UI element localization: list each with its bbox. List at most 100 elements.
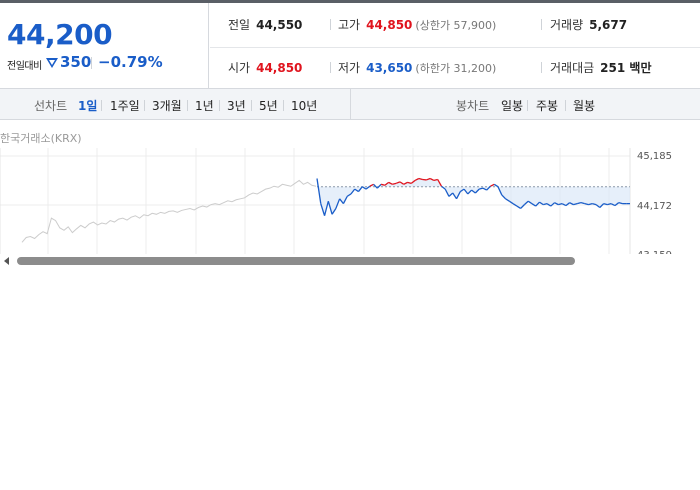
tab-candle-daily[interactable]: 일봉: [501, 99, 524, 113]
today-series-segment: [527, 200, 533, 205]
today-series-segment: [373, 183, 378, 189]
today-series-segment: [505, 198, 510, 202]
today-series-segment: [614, 202, 620, 207]
today-series-segment: [414, 177, 420, 182]
today-series-segment: [388, 181, 393, 185]
today-series-segment: [588, 203, 593, 206]
today-series-segment: [467, 189, 473, 195]
today-series-segment: [429, 177, 435, 182]
tab-period-1w[interactable]: 1주일: [110, 99, 140, 113]
today-series-segment: [335, 198, 341, 209]
tab-divider: [219, 100, 220, 111]
today-series-segment: [565, 202, 571, 207]
today-series-segment: [369, 183, 374, 187]
today-series-segment: [497, 186, 503, 196]
scroll-left-arrow-icon[interactable]: [4, 257, 9, 265]
today-series-segment: [354, 188, 359, 193]
today-series-segment: [463, 188, 469, 195]
today-series-segment: [512, 203, 518, 207]
tab-period-1d[interactable]: 1일: [78, 99, 98, 113]
low-label: 저가: [338, 61, 361, 75]
low-value: 43,650: [366, 61, 413, 75]
today-series-segment: [539, 201, 544, 206]
today-series-segment: [316, 178, 322, 204]
tab-divider: [251, 100, 252, 111]
data-source-label: 한국거래소(KRX): [0, 132, 82, 145]
high-label: 고가: [338, 18, 361, 32]
tab-period-1y[interactable]: 1년: [195, 99, 214, 113]
today-series-segment: [554, 202, 559, 206]
today-series-segment: [433, 178, 438, 182]
tab-period-3m[interactable]: 3개월: [152, 99, 182, 113]
today-series-segment: [618, 202, 623, 205]
stat-volume: 거래량 5,677: [550, 16, 627, 33]
today-series-segment: [459, 188, 465, 193]
today-series-segment: [561, 203, 567, 207]
upper-limit: (상한가 57,900): [415, 19, 497, 32]
tab-period-3y[interactable]: 3년: [227, 99, 246, 113]
prev-day-series-line: [21, 179, 317, 243]
today-series-segment: [501, 194, 507, 200]
today-series-segment: [410, 179, 416, 184]
current-price: 44,200: [7, 18, 113, 51]
chart-tab-bar: 선차트 1일 1주일 3개월 1년 3년 5년 10년 봉차트 일봉 주봉 월봉: [0, 89, 700, 120]
today-series-segment: [365, 185, 371, 190]
today-series-segment: [482, 187, 487, 191]
today-series-segment: [380, 183, 386, 186]
today-series-segment: [543, 203, 548, 206]
today-series-segment: [320, 203, 326, 216]
tab-divider: [101, 100, 102, 111]
today-series-segment: [441, 185, 446, 190]
high-value: 44,850: [366, 18, 413, 32]
stat-divider: [541, 19, 542, 30]
today-series-segment: [550, 202, 556, 207]
today-series-segment: [350, 188, 356, 195]
change-amount: 350: [60, 53, 92, 71]
y-tick-label-top: 45,185: [637, 151, 672, 162]
today-series-segment: [346, 193, 352, 197]
today-series-segment: [580, 202, 585, 205]
tab-period-10y[interactable]: 10년: [291, 99, 318, 113]
today-series-segment: [323, 201, 329, 216]
change-divider: [91, 57, 92, 69]
today-series-segment: [490, 183, 495, 187]
tab-period-5y[interactable]: 5년: [259, 99, 278, 113]
today-series-segment: [577, 202, 582, 205]
price-line-chart[interactable]: [0, 148, 700, 254]
today-series-segment: [395, 181, 401, 184]
tab-divider: [187, 100, 188, 111]
tab-divider: [144, 100, 145, 111]
prev-close-value: 44,550: [256, 18, 303, 32]
today-series-segment: [535, 201, 540, 207]
today-series-segment: [331, 208, 337, 215]
today-series-segment: [474, 188, 480, 194]
today-series-segment: [610, 203, 616, 207]
today-series-segment: [523, 200, 529, 206]
today-series-segment: [342, 196, 348, 204]
today-area-fill: [317, 178, 630, 216]
today-series-segment: [448, 192, 454, 197]
tab-candle-weekly[interactable]: 주봉: [536, 99, 559, 113]
stat-high: 고가 44,850 (상한가 57,900): [338, 16, 496, 33]
stat-low: 저가 43,650 (하한가 31,200): [338, 59, 496, 76]
price-summary: 44,200 전일대비 350 −0.79% 전일 44,550 고가 44,850…: [0, 3, 700, 89]
stat-divider: [541, 62, 542, 73]
today-series-segment: [403, 181, 408, 185]
stat-prev-close: 전일 44,550: [228, 16, 302, 33]
today-series-segment: [569, 202, 574, 206]
today-series-segment: [455, 191, 461, 200]
open-value: 44,850: [256, 61, 303, 75]
volume-value: 5,677: [589, 18, 628, 32]
today-series-segment: [452, 192, 458, 200]
stat-divider: [330, 62, 331, 73]
today-series-segment: [486, 185, 491, 191]
today-series-segment: [595, 204, 601, 209]
today-series-segment: [599, 203, 605, 208]
amount-value: 251 백만: [600, 61, 652, 75]
tab-candle-monthly[interactable]: 월봉: [573, 99, 596, 113]
scrollbar-thumb[interactable]: [17, 257, 575, 265]
change-label: 전일대비: [7, 61, 42, 72]
y-tick-label-mid: 44,172: [637, 201, 672, 212]
lower-limit: (하한가 31,200): [415, 62, 497, 75]
